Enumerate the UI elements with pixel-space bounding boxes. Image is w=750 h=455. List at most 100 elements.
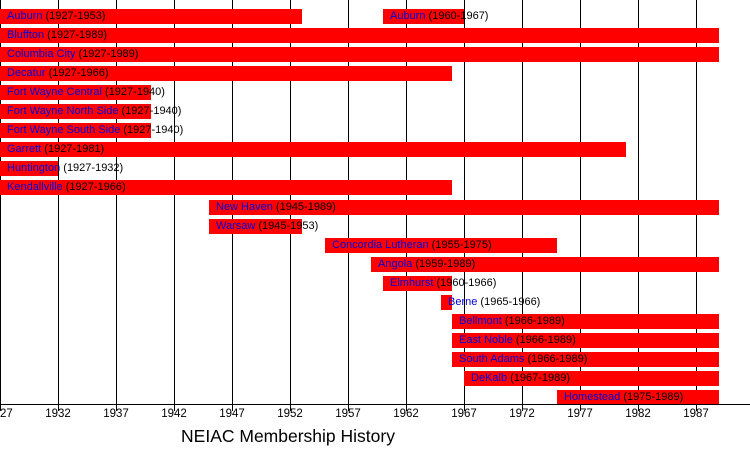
date-range-label: (1966-1989): [512, 334, 576, 346]
membership-bar: [371, 257, 719, 272]
membership-bar: [0, 9, 302, 24]
x-axis-tick: [406, 405, 407, 411]
x-axis-tick-label: 1952: [277, 408, 303, 420]
date-range-label: (1927-1989): [44, 29, 108, 41]
membership-bar: [209, 219, 302, 234]
school-name-label: Homestead: [564, 391, 621, 403]
bar-label: East Noble (1966-1989): [459, 333, 576, 348]
bar-label: Angola (1959-1989): [378, 257, 475, 272]
school-name-label: Huntington: [7, 162, 61, 174]
membership-bar: [0, 47, 719, 62]
bar-label: Homestead (1975-1989): [564, 390, 683, 405]
x-axis-tick-label: 1967: [451, 408, 477, 420]
school-name-label: Bellmont: [459, 315, 502, 327]
membership-bar: [325, 238, 557, 253]
x-axis-tick: [116, 405, 117, 411]
membership-bar: [0, 142, 626, 157]
membership-bar: [452, 314, 719, 329]
x-axis-tick-label: 1927: [0, 408, 13, 420]
date-range-label: (1927-1966): [45, 67, 109, 79]
school-name-label: DeKalb: [471, 372, 508, 384]
bar-label: Kendallville (1927-1966): [7, 180, 126, 195]
date-range-label: (1960-1966): [433, 277, 497, 289]
membership-bar: [0, 104, 151, 119]
x-axis-tick: [174, 405, 175, 411]
bar-label: Elmhurst (1960-1966): [390, 276, 496, 291]
school-name-label: Warsaw: [216, 220, 256, 232]
date-range-label: (1927-1966): [62, 181, 126, 193]
x-axis-tick: [696, 405, 697, 411]
date-range-label: (1927-1981): [41, 143, 105, 155]
gridline: [116, 0, 117, 404]
membership-bar: [452, 333, 719, 348]
school-name-label: Berne: [448, 296, 478, 308]
school-name-label: Decatur: [7, 67, 46, 79]
gridline: [0, 0, 1, 404]
school-name-label: Concordia Lutheran: [332, 239, 429, 251]
x-axis-tick: [522, 405, 523, 411]
membership-bar: [383, 276, 452, 291]
x-axis-tick: [290, 405, 291, 411]
date-range-label: (1966-1989): [524, 353, 588, 365]
date-range-label: (1927-1940): [101, 86, 165, 98]
x-axis-tick: [464, 405, 465, 411]
x-axis-tick: [232, 405, 233, 411]
bar-label: Fort Wayne Central (1927-1940): [7, 85, 165, 100]
date-range-label: (1975-1989): [620, 391, 684, 403]
membership-bar: [0, 161, 58, 176]
x-axis-tick-label: 1942: [161, 408, 187, 420]
bar-label: Huntington (1927-1932): [7, 161, 123, 176]
bar-label: Warsaw (1945-1953): [216, 219, 318, 234]
x-axis-tick-label: 1947: [219, 408, 245, 420]
bar-label: Auburn (1960-1967): [390, 9, 488, 24]
membership-bar: [0, 123, 151, 138]
school-name-label: East Noble: [459, 334, 513, 346]
school-name-label: Fort Wayne South Side: [7, 124, 121, 136]
x-axis-line: [0, 404, 750, 405]
school-name-label: Bluffton: [7, 29, 45, 41]
bar-label: New Haven (1945-1989): [216, 200, 336, 215]
bar-label: Bellmont (1966-1989): [459, 314, 565, 329]
date-range-label: (1955-1975): [428, 239, 492, 251]
bar-label: South Adams (1966-1989): [459, 352, 587, 367]
bar-label: Concordia Lutheran (1955-1975): [332, 238, 492, 253]
date-range-label: (1945-1953): [255, 220, 319, 232]
bar-label: Fort Wayne North Side (1927-1940): [7, 104, 181, 119]
x-axis-tick-label: 1962: [393, 408, 419, 420]
x-axis-tick: [0, 405, 1, 411]
date-range-label: (1927-1989): [75, 48, 139, 60]
x-axis-tick: [348, 405, 349, 411]
x-axis-tick: [58, 405, 59, 411]
date-range-label: (1927-1940): [120, 124, 184, 136]
gridline: [174, 0, 175, 404]
x-axis-tick-label: 1982: [625, 408, 651, 420]
x-axis-tick-label: 1977: [567, 408, 593, 420]
date-range-label: (1965-1966): [477, 296, 541, 308]
x-axis-tick-label: 1957: [335, 408, 361, 420]
membership-bar: [441, 295, 452, 310]
membership-bar: [557, 390, 719, 405]
school-name-label: Fort Wayne North Side: [7, 105, 119, 117]
bar-label: Decatur (1927-1966): [7, 66, 109, 81]
chart-title: NEIAC Membership History: [181, 426, 395, 446]
bar-label: Berne (1965-1966): [448, 295, 540, 310]
bar-label: Garrett (1927-1981): [7, 142, 104, 157]
x-axis-tick-label: 1937: [103, 408, 129, 420]
x-axis-tick-label: 1932: [45, 408, 71, 420]
membership-bar: [0, 180, 452, 195]
membership-bar: [0, 66, 452, 81]
membership-bar: [0, 28, 719, 43]
x-axis-tick: [580, 405, 581, 411]
school-name-label: Auburn: [7, 10, 43, 22]
date-range-label: (1927-1940): [118, 105, 182, 117]
membership-bar: [464, 371, 719, 386]
date-range-label: (1967-1989): [507, 372, 571, 384]
date-range-label: (1959-1989): [412, 258, 476, 270]
date-range-label: (1960-1967): [425, 10, 489, 22]
school-name-label: Auburn: [390, 10, 426, 22]
school-name-label: Fort Wayne Central: [7, 86, 102, 98]
x-axis-tick: [638, 405, 639, 411]
date-range-label: (1927-1953): [42, 10, 106, 22]
bar-label: Bluffton (1927-1989): [7, 28, 107, 43]
